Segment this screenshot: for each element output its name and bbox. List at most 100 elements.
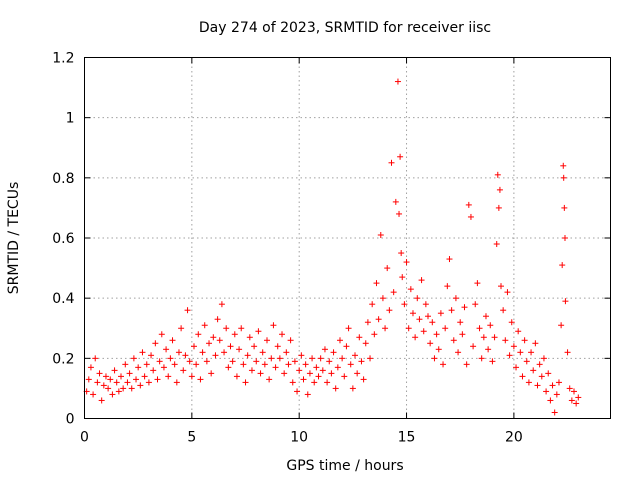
data-point <box>124 379 131 386</box>
y-tick-label: 1.2 <box>52 51 74 67</box>
data-point <box>523 358 530 365</box>
data-point <box>409 310 416 317</box>
data-point <box>218 301 225 308</box>
data-point <box>287 337 294 344</box>
data-point <box>326 358 333 365</box>
data-point <box>367 355 374 362</box>
data-point <box>122 361 129 368</box>
data-point <box>98 397 105 404</box>
data-point <box>396 210 403 217</box>
data-point <box>545 370 552 377</box>
data-points <box>83 78 582 416</box>
data-point <box>266 376 273 383</box>
data-point <box>555 379 562 386</box>
data-point <box>160 364 167 371</box>
data-point <box>96 370 103 377</box>
data-point <box>377 231 384 238</box>
data-point <box>276 355 283 362</box>
data-point <box>384 265 391 272</box>
data-point <box>298 352 305 359</box>
data-point <box>272 364 279 371</box>
data-point <box>324 379 331 386</box>
data-point <box>154 376 161 383</box>
data-point <box>111 367 118 374</box>
data-point <box>510 343 517 350</box>
x-tick-labels: 0 5 10 15 20 <box>80 430 523 446</box>
data-point <box>300 376 307 383</box>
y-tick-label: 0.6 <box>52 231 74 247</box>
data-point <box>388 159 395 166</box>
data-point <box>328 370 335 377</box>
data-point <box>382 325 389 332</box>
data-point <box>214 316 221 323</box>
data-point <box>422 301 429 308</box>
data-point <box>120 385 127 392</box>
data-point <box>294 388 301 395</box>
data-point <box>491 334 498 341</box>
data-point <box>263 337 270 344</box>
x-tick-label: 20 <box>505 430 523 446</box>
data-point <box>210 334 217 341</box>
data-point <box>225 364 232 371</box>
data-point <box>274 343 281 350</box>
data-point <box>495 204 502 211</box>
data-point <box>332 385 339 392</box>
data-point <box>532 340 539 347</box>
data-point <box>476 325 483 332</box>
data-point <box>302 361 309 368</box>
x-axis-label: GPS time / hours <box>286 458 403 474</box>
data-point <box>547 397 554 404</box>
data-point <box>485 346 492 353</box>
data-point <box>446 256 453 263</box>
data-point <box>257 370 264 377</box>
data-point <box>197 376 204 383</box>
data-point <box>345 325 352 332</box>
data-point <box>371 331 378 338</box>
data-point <box>425 313 432 320</box>
data-point <box>242 379 249 386</box>
data-point <box>261 361 268 368</box>
data-point <box>538 373 545 380</box>
data-point <box>236 346 243 353</box>
data-point <box>336 337 343 344</box>
data-point <box>150 367 157 374</box>
data-point <box>195 331 202 338</box>
data-point <box>463 361 470 368</box>
y-tick-label: 0.8 <box>52 171 74 187</box>
y-tick-label: 0.4 <box>52 291 74 307</box>
data-point <box>455 349 462 356</box>
data-point <box>427 340 434 347</box>
y-tick-labels: 0 0.2 0.4 0.6 0.8 1 1.2 <box>52 51 74 428</box>
data-point <box>487 322 494 329</box>
data-point <box>561 204 568 211</box>
x-tick-label: 0 <box>80 430 89 446</box>
data-point <box>356 334 363 341</box>
data-point <box>87 364 94 371</box>
data-point <box>188 373 195 380</box>
data-point <box>465 201 472 208</box>
data-point <box>562 298 569 305</box>
data-point <box>244 352 251 359</box>
data-point <box>440 361 447 368</box>
data-point <box>143 361 150 368</box>
data-point <box>184 307 191 314</box>
data-point <box>433 331 440 338</box>
data-point <box>180 367 187 374</box>
data-point <box>233 373 240 380</box>
data-point <box>401 301 408 308</box>
data-point <box>386 307 393 314</box>
data-point <box>259 349 266 356</box>
data-point <box>139 349 146 356</box>
data-point <box>304 391 311 398</box>
data-point <box>206 340 213 347</box>
y-tick-label: 0.2 <box>52 351 74 367</box>
data-point <box>558 322 565 329</box>
data-point <box>504 289 511 296</box>
data-point <box>467 213 474 220</box>
plot-frame <box>84 57 611 419</box>
data-point <box>536 361 543 368</box>
data-point <box>498 283 505 290</box>
data-point <box>571 388 578 395</box>
data-point <box>175 349 182 356</box>
